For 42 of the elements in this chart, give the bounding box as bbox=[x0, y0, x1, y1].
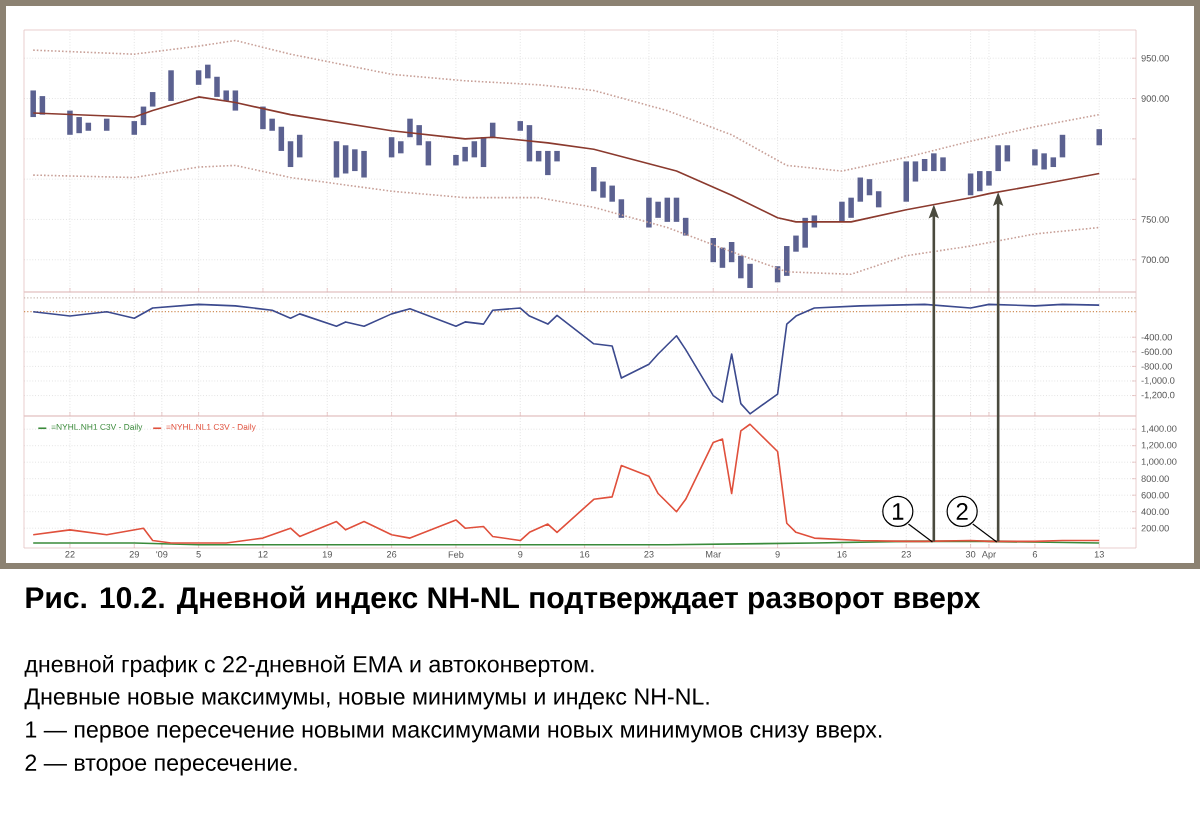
text: дневной график с 22-дневной EMA и автоконвертом. bbox=[24, 654, 594, 678]
line-series bbox=[32, 164, 1101, 276]
bar bbox=[903, 161, 910, 202]
bar bbox=[168, 70, 174, 101]
annotation: 1 bbox=[892, 503, 904, 520]
bar bbox=[1096, 129, 1102, 146]
bar bbox=[342, 145, 349, 174]
bar bbox=[195, 70, 202, 85]
line-series bbox=[32, 303, 1101, 415]
bar bbox=[333, 141, 340, 178]
bar bbox=[967, 173, 974, 196]
bar bbox=[85, 122, 92, 131]
text: Рис. 10.2. Дневной индекс NH-NL подтверждает разворот вверх bbox=[26, 585, 981, 615]
bar bbox=[30, 90, 36, 118]
bar bbox=[921, 158, 928, 172]
text: 2 — второе пересечение. bbox=[25, 754, 297, 776]
bar bbox=[471, 141, 478, 158]
bar bbox=[425, 141, 432, 166]
bar bbox=[278, 126, 285, 151]
bar bbox=[149, 92, 156, 107]
annotation: 2 bbox=[956, 503, 968, 520]
bar bbox=[618, 199, 625, 218]
bar bbox=[1004, 145, 1011, 162]
bar bbox=[103, 118, 110, 131]
text: Дневные новые максимумы, новые минимумы и индекс NH-NL. bbox=[24, 688, 709, 710]
line-series bbox=[32, 39, 1101, 172]
bar bbox=[673, 197, 680, 222]
bar bbox=[912, 161, 919, 182]
bar bbox=[287, 141, 294, 168]
bar bbox=[866, 179, 873, 196]
bar bbox=[664, 197, 671, 222]
bar bbox=[131, 121, 138, 135]
bar bbox=[995, 145, 1001, 172]
line-series bbox=[32, 423, 1101, 544]
bar bbox=[398, 141, 404, 154]
bar bbox=[1050, 157, 1057, 168]
bar bbox=[857, 177, 864, 202]
bar bbox=[388, 137, 395, 158]
text: 1 — первое пересечение новыми максимумами новых минимумов снизу вверх. bbox=[26, 721, 882, 743]
bar bbox=[875, 191, 882, 208]
bar bbox=[517, 121, 524, 131]
line-series bbox=[32, 96, 1101, 223]
